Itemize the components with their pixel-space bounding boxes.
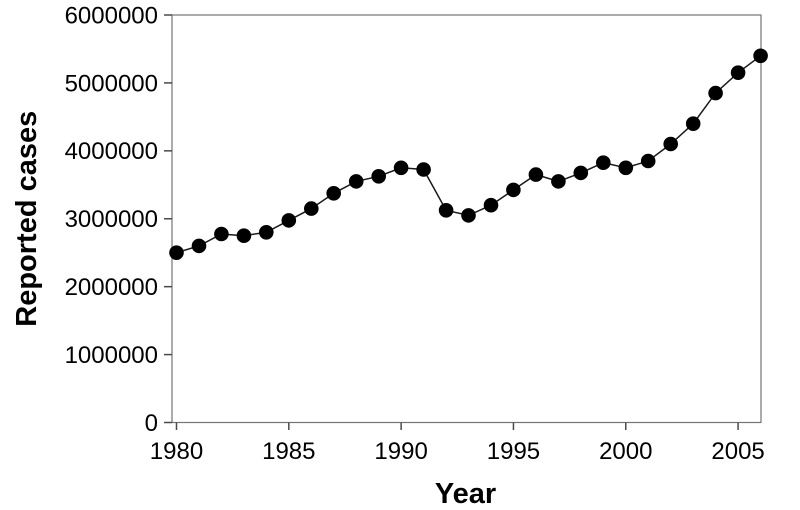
data-point bbox=[685, 116, 701, 131]
data-point bbox=[214, 226, 229, 242]
y-tick-label: 5000000 bbox=[65, 70, 158, 97]
data-point bbox=[326, 186, 342, 201]
data-point bbox=[551, 174, 566, 189]
y-axis-ticks: 0 1000000 2000000 3000000 4000000 5000000 6000… bbox=[65, 2, 172, 437]
x-axis-title: Year bbox=[435, 478, 496, 510]
data-point bbox=[304, 201, 319, 216]
data-point bbox=[730, 65, 746, 80]
y-tick-label: 3000000 bbox=[65, 206, 158, 233]
data-point bbox=[461, 208, 476, 223]
data-point bbox=[708, 85, 723, 101]
data-point bbox=[236, 228, 252, 243]
y-tick-label: 1000000 bbox=[65, 342, 158, 369]
data-point bbox=[371, 169, 387, 184]
y-tick-label: 6000000 bbox=[65, 2, 158, 29]
x-tick-label: 1985 bbox=[262, 438, 315, 465]
data-point bbox=[596, 155, 611, 170]
x-tick-label: 1990 bbox=[374, 438, 427, 465]
data-point bbox=[663, 136, 678, 152]
y-axis-title: Reported cases bbox=[11, 111, 43, 327]
data-point bbox=[753, 48, 768, 64]
data-point bbox=[506, 182, 521, 198]
data-points bbox=[169, 48, 768, 260]
data-point bbox=[259, 225, 274, 240]
data-point bbox=[348, 174, 364, 189]
data-point bbox=[528, 167, 544, 182]
data-point bbox=[483, 197, 499, 213]
data-point bbox=[393, 160, 409, 176]
y-tick-label: 0 bbox=[145, 410, 158, 437]
x-tick-label: 2005 bbox=[711, 438, 764, 465]
x-tick-label: 1980 bbox=[150, 438, 203, 465]
data-point bbox=[281, 213, 297, 228]
data-point bbox=[169, 245, 184, 260]
data-point bbox=[191, 238, 207, 254]
x-tick-label: 2000 bbox=[599, 438, 652, 465]
data-point bbox=[618, 160, 634, 176]
y-tick-label: 2000000 bbox=[65, 274, 158, 301]
x-tick-label: 1995 bbox=[487, 438, 540, 465]
x-axis-ticks: 1980 1985 1990 1995 2000 2005 bbox=[150, 422, 765, 465]
data-point bbox=[573, 165, 589, 181]
data-point bbox=[640, 153, 656, 169]
y-tick-label: 4000000 bbox=[65, 138, 158, 165]
data-point bbox=[416, 162, 431, 177]
data-point bbox=[438, 203, 454, 218]
